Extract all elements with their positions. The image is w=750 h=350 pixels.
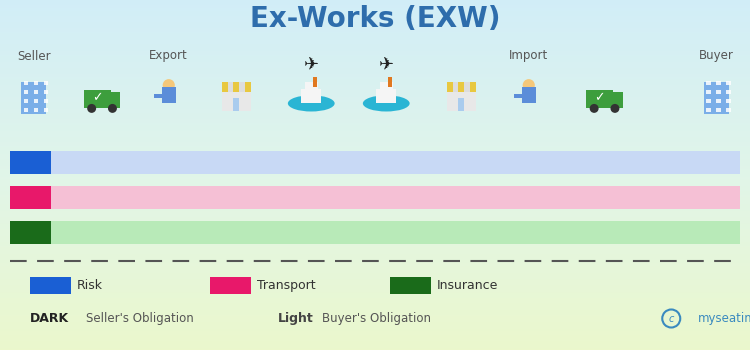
Circle shape [523, 79, 535, 91]
FancyBboxPatch shape [726, 90, 730, 93]
Text: Export: Export [149, 49, 188, 63]
FancyBboxPatch shape [514, 94, 521, 98]
Text: ✓: ✓ [595, 91, 605, 104]
Text: c: c [668, 314, 674, 323]
Circle shape [87, 104, 96, 113]
FancyBboxPatch shape [24, 99, 28, 103]
FancyBboxPatch shape [706, 99, 711, 103]
FancyBboxPatch shape [111, 92, 121, 107]
Circle shape [108, 104, 117, 113]
Text: Transport: Transport [257, 279, 316, 292]
FancyBboxPatch shape [233, 82, 239, 92]
FancyBboxPatch shape [305, 82, 317, 91]
FancyBboxPatch shape [245, 82, 250, 92]
FancyBboxPatch shape [452, 82, 458, 92]
Text: ✈: ✈ [304, 57, 319, 75]
FancyBboxPatch shape [313, 77, 316, 87]
Text: DARK: DARK [30, 312, 69, 325]
FancyBboxPatch shape [716, 81, 721, 84]
FancyBboxPatch shape [447, 87, 476, 111]
FancyBboxPatch shape [24, 81, 28, 84]
FancyBboxPatch shape [716, 108, 721, 112]
Circle shape [590, 104, 598, 113]
FancyBboxPatch shape [614, 92, 623, 107]
FancyBboxPatch shape [239, 82, 245, 92]
FancyBboxPatch shape [222, 82, 227, 92]
FancyBboxPatch shape [716, 90, 721, 93]
FancyBboxPatch shape [34, 90, 38, 93]
FancyBboxPatch shape [716, 99, 721, 103]
FancyBboxPatch shape [44, 99, 48, 103]
FancyBboxPatch shape [34, 99, 38, 103]
FancyBboxPatch shape [51, 151, 740, 174]
FancyBboxPatch shape [388, 77, 392, 87]
FancyBboxPatch shape [458, 98, 464, 111]
FancyBboxPatch shape [726, 81, 730, 84]
Text: Buyer: Buyer [699, 49, 734, 63]
Circle shape [610, 104, 620, 113]
Text: ✓: ✓ [92, 91, 103, 104]
FancyBboxPatch shape [704, 82, 729, 114]
FancyBboxPatch shape [24, 90, 28, 93]
FancyBboxPatch shape [470, 82, 476, 92]
FancyBboxPatch shape [30, 277, 71, 294]
FancyBboxPatch shape [706, 108, 711, 112]
FancyBboxPatch shape [464, 82, 470, 92]
FancyBboxPatch shape [10, 186, 51, 209]
FancyBboxPatch shape [376, 89, 396, 103]
FancyBboxPatch shape [51, 222, 740, 244]
FancyBboxPatch shape [222, 87, 251, 111]
Text: Insurance: Insurance [437, 279, 499, 292]
FancyBboxPatch shape [586, 90, 613, 107]
FancyBboxPatch shape [21, 82, 46, 114]
Text: ✈: ✈ [379, 57, 394, 75]
FancyBboxPatch shape [380, 82, 392, 91]
Text: Seller's Obligation: Seller's Obligation [86, 312, 194, 325]
FancyBboxPatch shape [210, 277, 251, 294]
FancyBboxPatch shape [233, 98, 239, 111]
FancyBboxPatch shape [726, 99, 730, 103]
FancyBboxPatch shape [44, 81, 48, 84]
FancyBboxPatch shape [302, 89, 321, 103]
Text: Light: Light [278, 312, 314, 325]
FancyBboxPatch shape [726, 108, 730, 112]
FancyBboxPatch shape [44, 90, 48, 93]
FancyBboxPatch shape [706, 90, 711, 93]
FancyBboxPatch shape [44, 108, 48, 112]
Ellipse shape [363, 95, 410, 112]
FancyBboxPatch shape [447, 82, 452, 92]
FancyBboxPatch shape [10, 222, 51, 244]
FancyBboxPatch shape [521, 87, 536, 103]
FancyBboxPatch shape [227, 82, 233, 92]
FancyBboxPatch shape [34, 81, 38, 84]
Text: myseatime.com: myseatime.com [698, 312, 750, 325]
FancyBboxPatch shape [34, 108, 38, 112]
FancyBboxPatch shape [154, 94, 161, 98]
Text: Buyer's Obligation: Buyer's Obligation [322, 312, 431, 325]
FancyBboxPatch shape [10, 151, 51, 174]
Circle shape [163, 79, 175, 91]
Text: Import: Import [509, 49, 548, 63]
Text: Seller: Seller [17, 49, 50, 63]
Text: Ex-Works (EXW): Ex-Works (EXW) [250, 5, 500, 33]
FancyBboxPatch shape [161, 87, 176, 103]
FancyBboxPatch shape [706, 81, 711, 84]
FancyBboxPatch shape [51, 186, 740, 209]
FancyBboxPatch shape [390, 277, 431, 294]
FancyBboxPatch shape [84, 90, 111, 107]
FancyBboxPatch shape [24, 108, 28, 112]
FancyBboxPatch shape [458, 82, 464, 92]
Text: Risk: Risk [77, 279, 104, 292]
Ellipse shape [288, 95, 334, 112]
